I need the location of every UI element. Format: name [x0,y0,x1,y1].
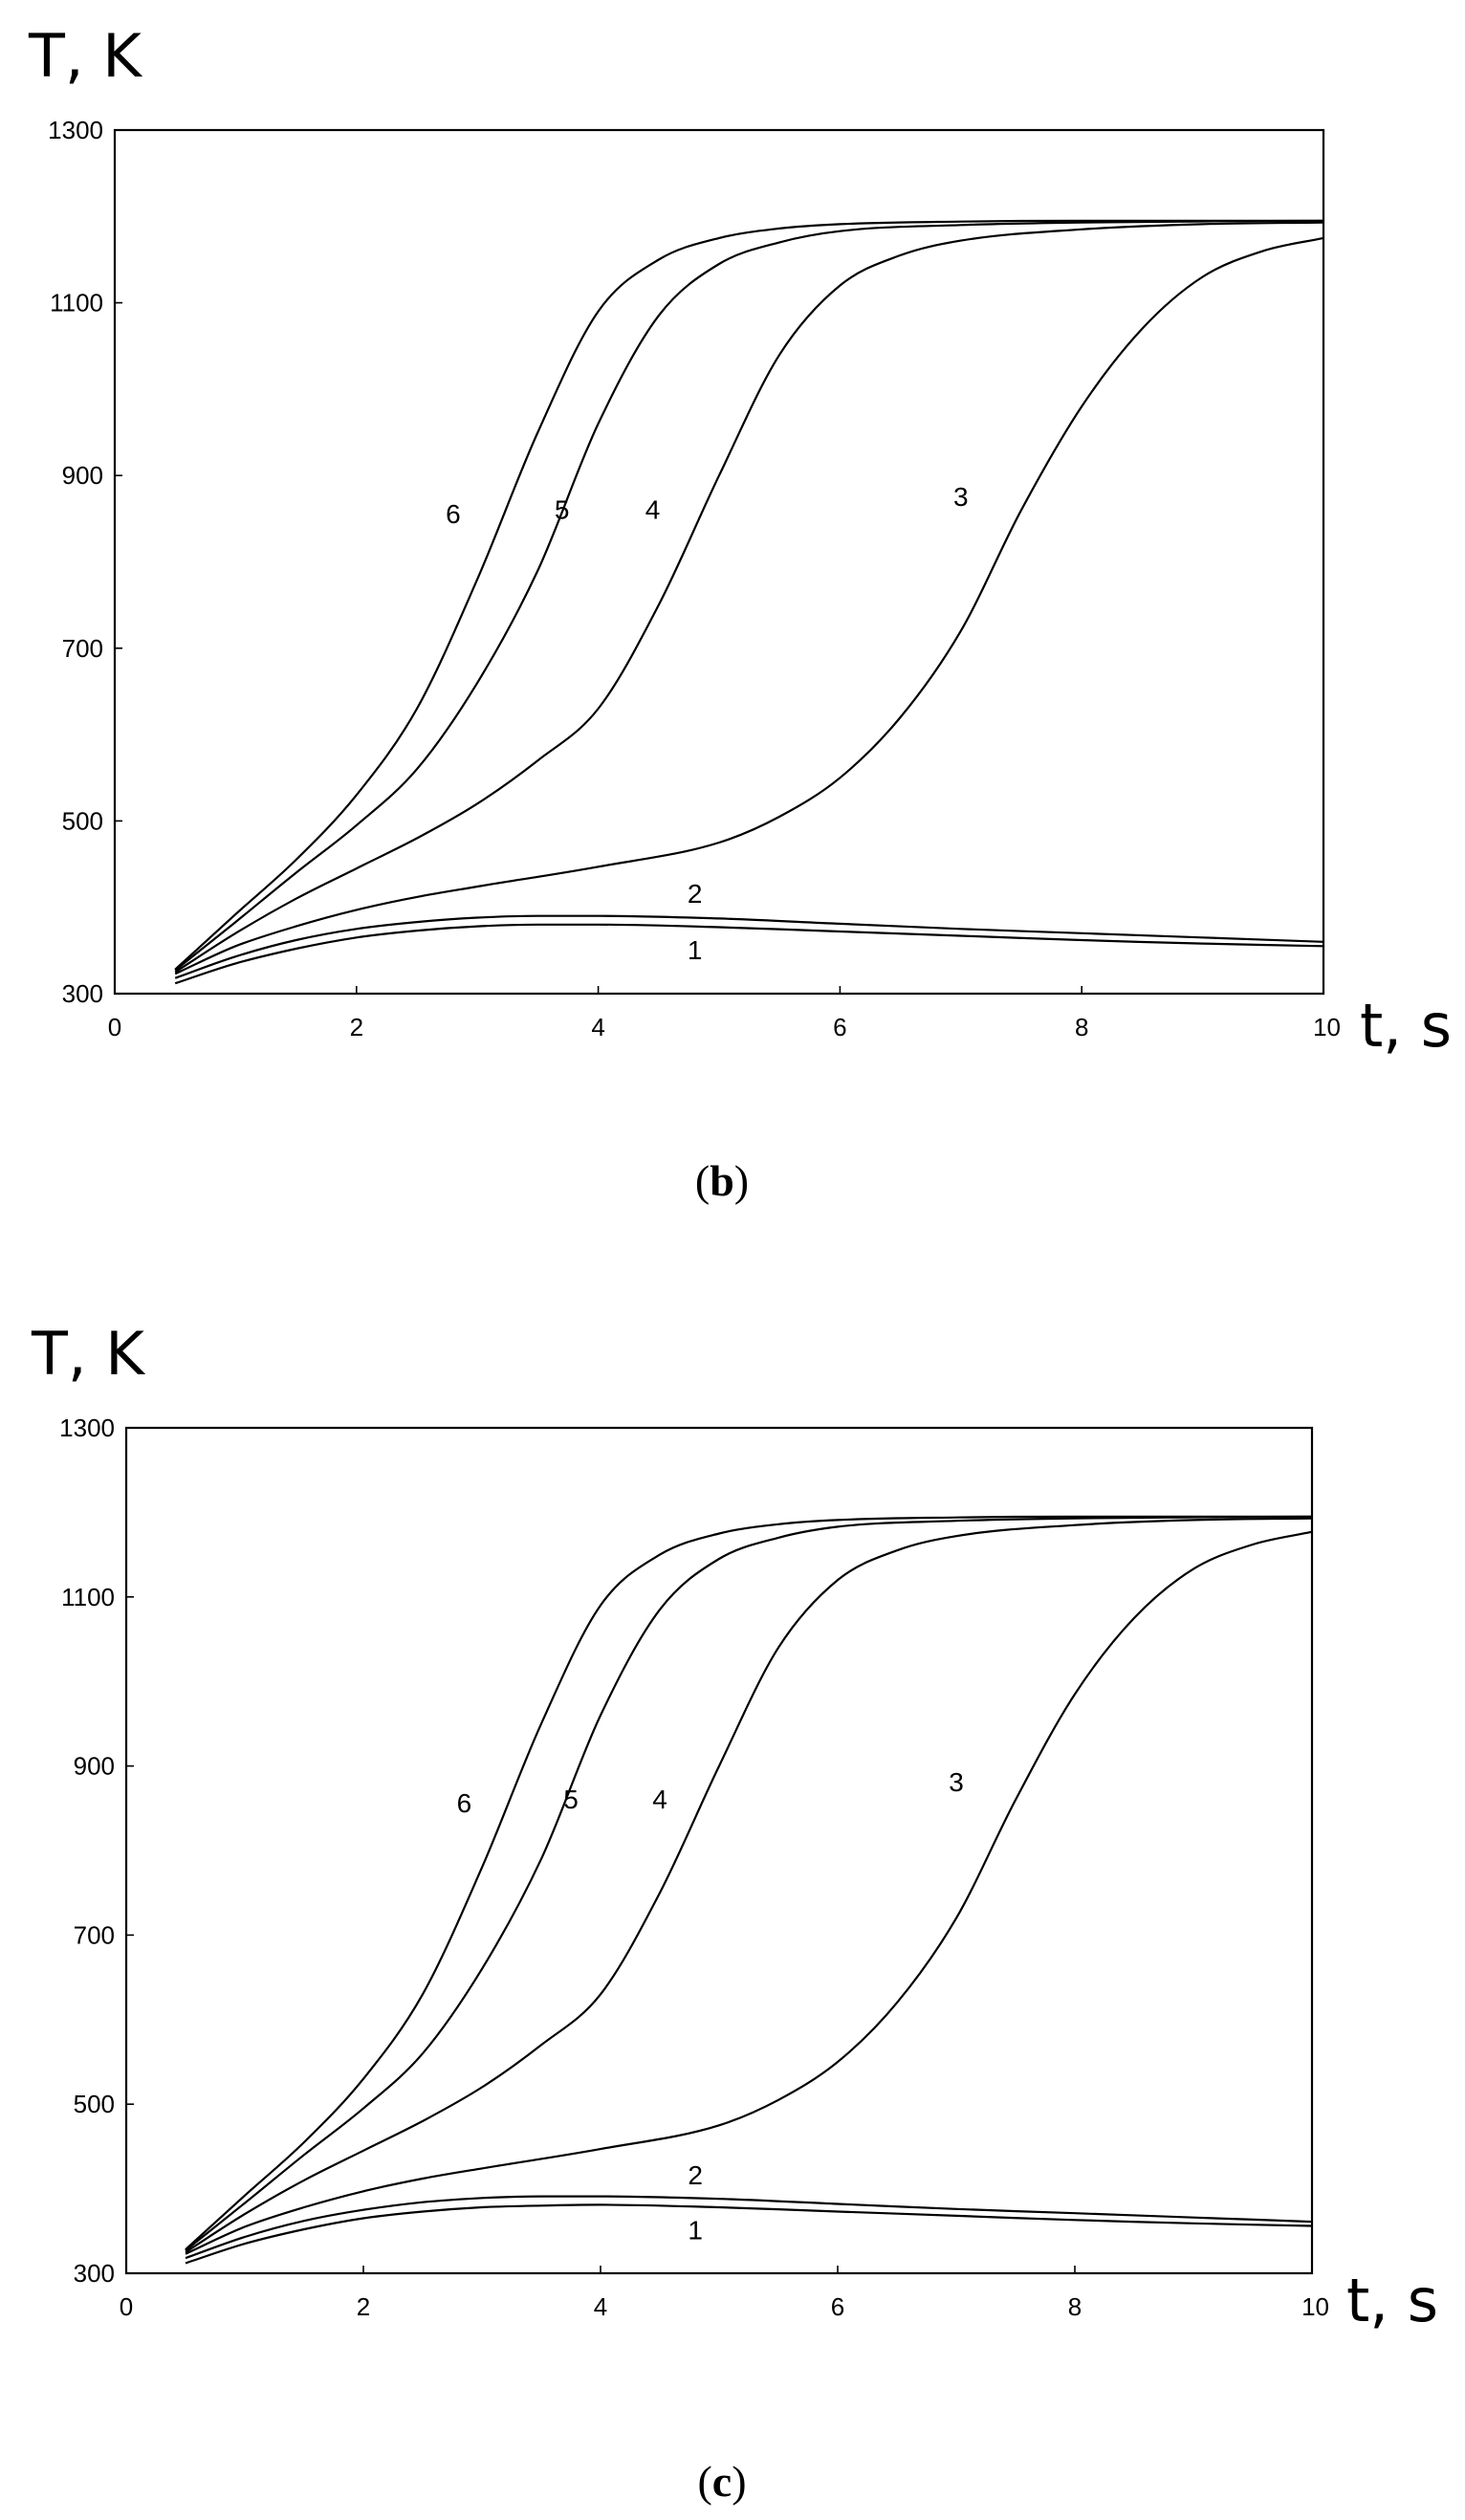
caption-close: ) [732,2457,746,2506]
curve-label: 2 [688,879,703,909]
caption-letter: c [712,2457,732,2506]
x-tick-label: 4 [591,1013,604,1041]
y-tick-label: 1100 [50,289,103,318]
series-line-5 [185,1515,1313,2251]
series-line-1 [185,2203,1313,2265]
curve-label: 3 [953,482,969,512]
series-line-4 [185,1517,1313,2253]
curve-label: 5 [563,1785,579,1814]
plot-frame [124,1426,1314,2275]
x-axis-title: t, s [1360,991,1452,1061]
x-tick-label: 6 [831,2292,844,2321]
x-tick-label: 2 [357,2292,370,2321]
panel-caption: (c) [697,2457,746,2506]
y-tick-label: 900 [74,1752,115,1781]
series-line-3 [174,236,1324,975]
x-tick-label: 2 [350,1013,363,1041]
y-tick-label: 900 [62,461,103,490]
curve-label: 4 [652,1785,667,1814]
curve-label: 1 [688,935,703,965]
curve-label: 4 [645,494,661,524]
x-tick-label: 8 [1068,2292,1082,2321]
x-tick-label: 4 [594,2292,607,2321]
x-tick-label: 0 [108,1013,121,1041]
plot-frame [113,128,1325,996]
curve-label: 2 [688,2160,703,2190]
y-tick-label: 500 [62,806,103,835]
y-axis-title: T, K [28,21,142,91]
caption-open: ( [695,1156,710,1205]
y-tick-label: 1300 [48,116,103,144]
y-tick-label: 700 [74,1920,115,1949]
curve-label: 6 [457,1788,472,1818]
series-line-6 [185,1515,1312,2251]
y-tick-label: 300 [74,2259,115,2288]
y-tick-label: 300 [62,979,103,1008]
x-tick-label: 8 [1075,1013,1088,1041]
chart-panel-b: 0 2 4 6 8 10 300 500 700 900 1100 1300 T, K t, s 1 2 3 4 5… [28,21,1452,1205]
series-line-2 [174,914,1324,979]
x-tick-label: 10 [1313,1013,1341,1041]
caption-close: ) [734,1156,749,1205]
y-tick-label: 1300 [59,1413,115,1442]
curve-label: 6 [446,499,461,529]
series-line-6 [174,219,1323,971]
y-tick-label: 1100 [61,1583,115,1611]
series-line-4 [174,221,1324,974]
x-tick-label: 10 [1301,2292,1329,2321]
series-line-2 [185,2195,1313,2260]
caption-letter: b [710,1156,734,1205]
x-axis-title: t, s [1346,2266,1438,2335]
series-line-1 [174,923,1324,985]
y-axis-title: T, K [31,1319,145,1389]
caption-open: ( [697,2457,711,2506]
y-tick-label: 500 [74,2090,115,2118]
curve-label: 5 [555,494,570,524]
chart-panel-c: 0 2 4 6 8 10 300 500 700 900 1100 1300 T, K t, s 1 2 3 4 5… [31,1319,1438,2506]
panel-caption: (b) [695,1156,749,1205]
x-tick-label: 6 [833,1013,846,1041]
series-line-5 [174,219,1324,972]
y-tick-label: 700 [62,634,103,663]
x-tick-label: 0 [120,2292,133,2321]
curve-label: 3 [949,1767,964,1797]
curve-label: 1 [688,2216,703,2246]
series-line-3 [185,1530,1313,2255]
